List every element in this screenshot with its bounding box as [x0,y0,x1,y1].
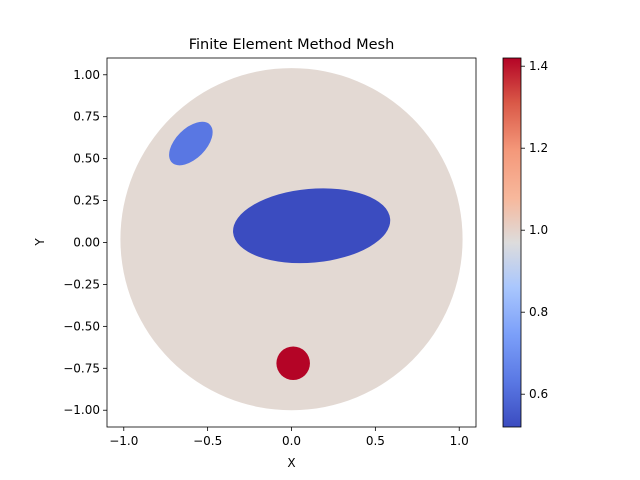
mesh-region-3 [276,346,310,381]
mesh-region-2 [233,188,391,264]
y-axis: 1.00 0.75 0.50 0.25 0.00 −0.25 −0.50 −0.75 −1.00 [63,68,107,417]
colorbar-tick-label: 1.4 [529,59,548,73]
x-axis-label: X [287,456,295,470]
y-tick-label: 0.25 [73,194,100,208]
y-tick-label: 1.00 [73,68,100,82]
x-tick-label: 0.5 [366,434,385,448]
colorbar-tick-label: 0.8 [529,305,548,319]
mesh-region-1 [169,121,213,166]
colorbar [502,57,522,428]
y-tick-label: −1.00 [63,403,100,417]
y-tick-label: 0.50 [73,152,100,166]
colorbar-axis: 0.6 0.8 1.0 1.2 1.4 [521,59,548,401]
mesh-regions [120,68,463,411]
chart-title: Finite Element Method Mesh [189,37,395,53]
x-tick-label: −1.0 [109,434,138,448]
colorbar-tick-label: 0.6 [529,387,548,401]
y-tick-label: −0.75 [63,361,100,375]
y-tick-label: −0.50 [63,319,100,333]
x-tick-label: −0.5 [193,434,222,448]
y-tick-label: −0.25 [63,277,100,291]
colorbar-tick-label: 1.2 [529,141,548,155]
x-tick-label: 1.0 [450,434,469,448]
y-tick-label: 0.00 [73,236,100,250]
x-tick-label: 0.0 [282,434,301,448]
x-axis: −1.0 −0.5 0.0 0.5 1.0 [109,427,469,448]
colorbar-tick-label: 1.0 [529,223,548,237]
y-axis-label: Y [33,238,47,247]
y-tick-label: 0.75 [73,110,100,124]
